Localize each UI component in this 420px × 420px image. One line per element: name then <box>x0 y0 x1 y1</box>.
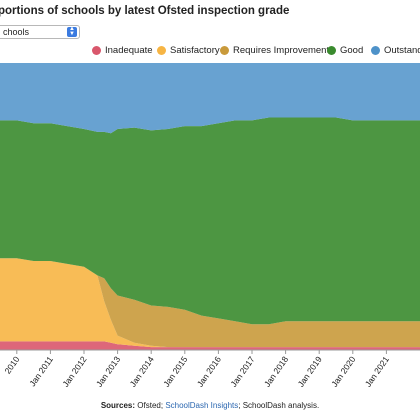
legend-dot-icon <box>92 46 101 55</box>
source-analysis: ; SchoolDash analysis. <box>238 401 320 410</box>
legend-label: Inadequate <box>105 45 153 56</box>
area-inadequate <box>0 341 420 350</box>
legend-dot-icon <box>157 46 166 55</box>
x-tick-label: Jan 2018 <box>262 354 290 389</box>
chart-source: Sources: Ofsted; SchoolDash Insights; Sc… <box>0 401 420 410</box>
area-good <box>0 117 420 325</box>
legend-label: Outstandi <box>384 45 420 56</box>
source-label: Sources: <box>100 401 136 410</box>
select-caret-icon: ▲ ▼ <box>67 26 77 37</box>
x-tick-label: 2010 <box>2 354 21 375</box>
x-tick-label: Jan 2011 <box>27 354 55 388</box>
chart-legend: Inadequate Satisfactory Requires Improve… <box>0 43 420 59</box>
x-tick-label: Jan 2016 <box>195 354 223 389</box>
legend-item-outstanding[interactable]: Outstandi <box>371 45 420 56</box>
area-requires-improvement <box>0 258 420 348</box>
legend-item-requires-improvement[interactable]: Requires Improvement <box>220 45 329 56</box>
x-tick-label: Jan 2017 <box>228 354 256 389</box>
legend-label: Satisfactory <box>170 45 220 56</box>
source-ofsted: Ofsted; <box>137 401 164 410</box>
legend-dot-icon <box>371 46 380 55</box>
x-tick-label: Jan 2021 <box>363 354 391 389</box>
legend-label: Requires Improvement <box>233 45 330 56</box>
x-tick-label: Jan 2012 <box>60 354 88 389</box>
school-type-select[interactable]: chools ▲ ▼ <box>0 25 80 39</box>
legend-item-inadequate[interactable]: Inadequate <box>92 45 153 56</box>
area-satisfactory <box>0 258 420 348</box>
x-tick-label: Jan 2014 <box>128 354 156 389</box>
legend-label: Good <box>340 45 364 56</box>
legend-item-satisfactory[interactable]: Satisfactory <box>157 45 220 56</box>
chart-title: portions of schools by latest Ofsted ins… <box>0 5 290 17</box>
area-outstandi <box>0 63 420 134</box>
legend-item-good[interactable]: Good <box>327 45 363 56</box>
schooldash-insights-link[interactable]: SchoolDash Insights <box>165 401 239 410</box>
legend-dot-icon <box>220 46 229 55</box>
school-type-select-value: chools <box>3 27 30 37</box>
x-tick-label: Jan 2015 <box>161 354 189 389</box>
x-tick-label: Jan 2019 <box>296 354 324 389</box>
x-tick-label: Jan 2020 <box>329 354 357 389</box>
legend-dot-icon <box>327 46 336 55</box>
x-tick-label: Jan 2013 <box>94 354 122 389</box>
